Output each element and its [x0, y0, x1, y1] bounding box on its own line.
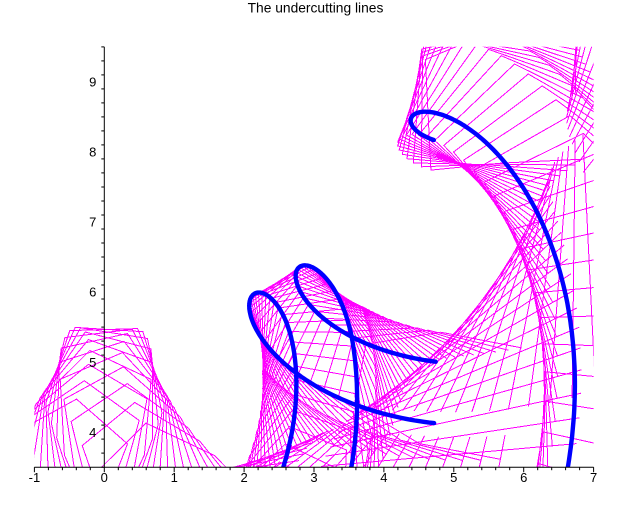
svg-text:5: 5	[450, 470, 457, 485]
svg-text:6: 6	[89, 285, 96, 300]
svg-text:4: 4	[89, 425, 96, 440]
svg-text:4: 4	[380, 470, 387, 485]
svg-text:-1: -1	[29, 470, 41, 485]
svg-text:1: 1	[171, 470, 178, 485]
svg-text:The undercutting lines: The undercutting lines	[248, 1, 384, 16]
svg-text:5: 5	[89, 355, 96, 370]
svg-text:6: 6	[520, 470, 527, 485]
svg-text:2: 2	[240, 470, 247, 485]
svg-text:9: 9	[89, 75, 96, 90]
svg-text:3: 3	[310, 470, 317, 485]
svg-text:7: 7	[89, 215, 96, 230]
svg-text:7: 7	[590, 470, 597, 485]
svg-text:8: 8	[89, 145, 96, 160]
svg-text:0: 0	[101, 470, 108, 485]
